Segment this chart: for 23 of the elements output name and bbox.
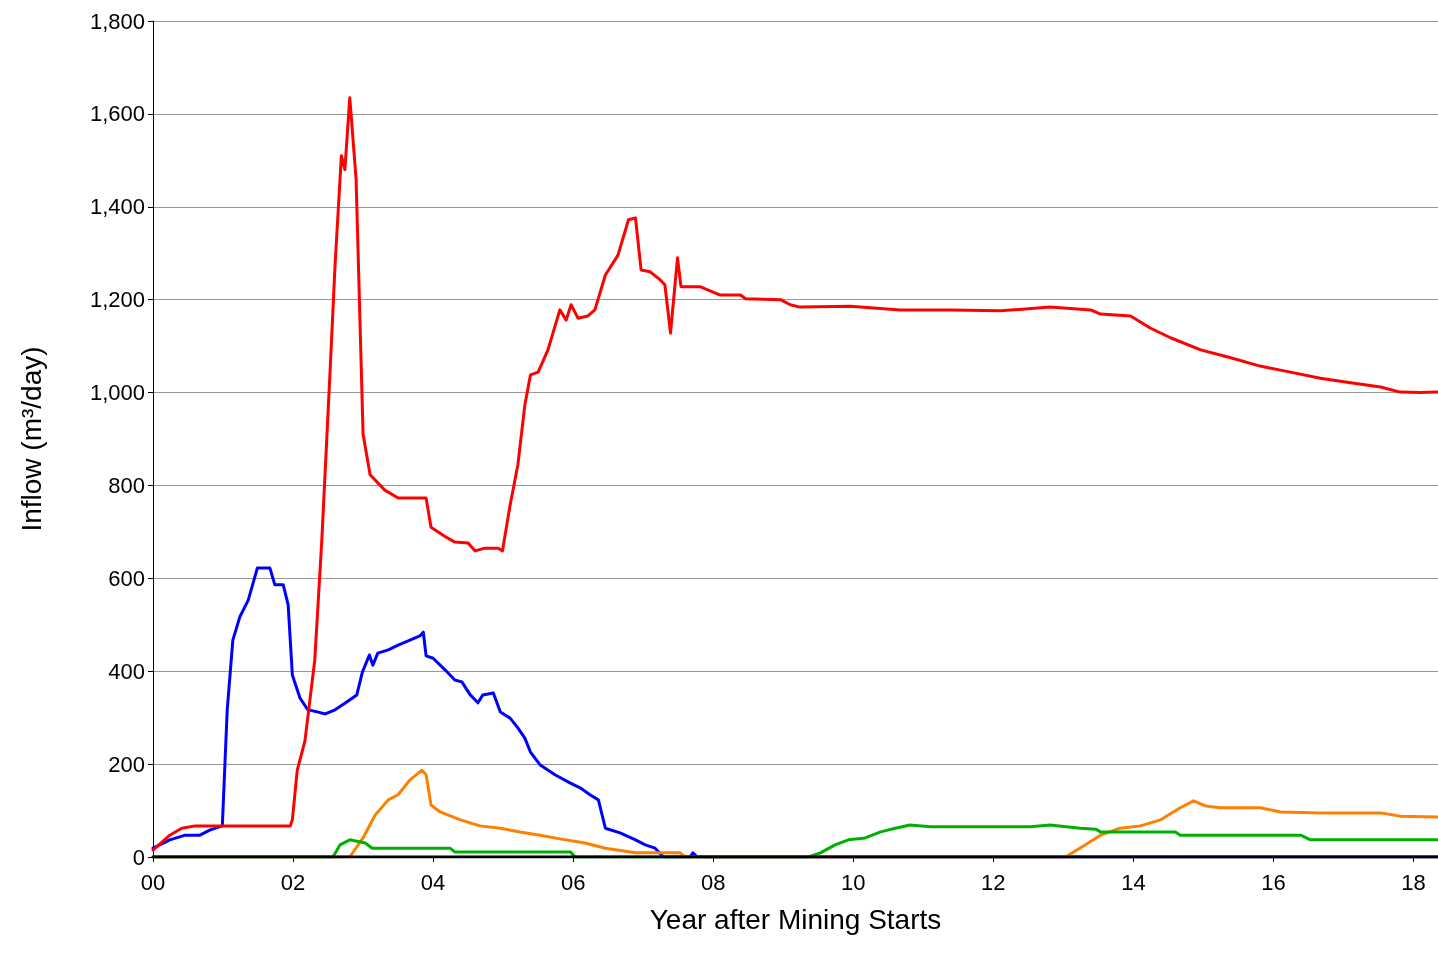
y-tick-label: 0 — [132, 844, 145, 870]
x-tick-label: 06 — [560, 869, 586, 895]
x-tick-label: 00 — [140, 869, 166, 895]
y-tick-label: 1,600 — [89, 101, 145, 127]
x-axis-title: Year after Mining Starts — [649, 903, 942, 935]
y-tick-label: 800 — [108, 472, 145, 498]
y-tick-label: 600 — [108, 565, 145, 591]
line-series — [151, 96, 1438, 852]
y-tick-label: 1,200 — [89, 287, 145, 313]
x-tick-label: 02 — [280, 869, 306, 895]
y-tick-label: 200 — [108, 751, 145, 777]
x-tick-label: 12 — [981, 869, 1006, 895]
x-tick-label: 18 — [1401, 869, 1426, 895]
y-tick-label: 1,400 — [89, 194, 145, 220]
x-tick-label: 04 — [420, 869, 446, 895]
x-tick-label: 10 — [841, 869, 866, 895]
y-axis-title: Inflow (m³/day) — [15, 346, 47, 532]
y-tick-label: 1,000 — [89, 380, 145, 406]
x-tick-label: 08 — [700, 869, 726, 895]
y-tick-label: 400 — [108, 658, 145, 684]
x-tick-label: 14 — [1121, 869, 1146, 895]
y-tick-label: 1,800 — [89, 8, 145, 34]
x-tick-label: 16 — [1261, 869, 1286, 895]
